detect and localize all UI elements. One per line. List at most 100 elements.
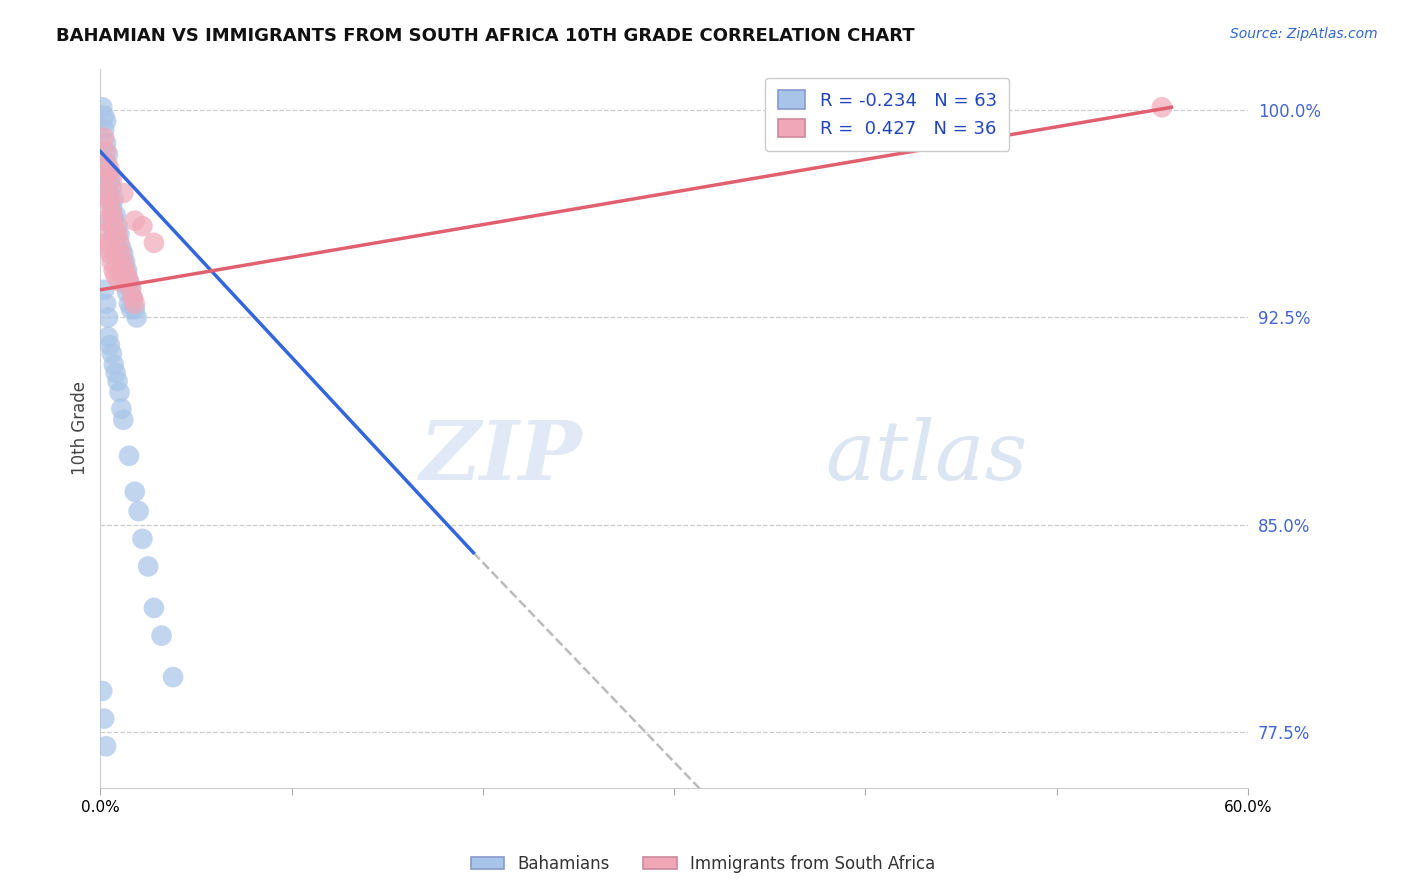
Point (131, 532, 153, 546)
Point (107, 241, 129, 255)
Point (124, 302, 146, 317)
Point (112, 247, 135, 261)
Point (120, 280, 142, 294)
Point (112, 255, 135, 269)
Point (104, 208, 127, 222)
Legend: Bahamians, Immigrants from South Africa: Bahamians, Immigrants from South Africa (464, 848, 942, 880)
Point (108, 227, 131, 242)
Point (124, 484, 146, 499)
Point (94, 114, 117, 128)
Point (104, 222, 127, 236)
Point (98, 213, 121, 227)
Point (103, 213, 125, 227)
Point (101, 172, 124, 186)
Point (118, 296, 141, 310)
Point (93, 109, 115, 123)
Point (104, 268, 127, 283)
Point (124, 213, 146, 227)
Legend: R = -0.234   N = 63, R =  0.427   N = 36: R = -0.234 N = 63, R = 0.427 N = 36 (765, 78, 1010, 151)
Point (107, 374, 129, 388)
Point (131, 219, 153, 234)
Point (114, 263, 136, 277)
Point (101, 219, 124, 234)
Point (101, 346, 124, 360)
Point (108, 275, 131, 289)
Point (97, 310, 120, 325)
Point (110, 241, 132, 255)
Point (118, 275, 141, 289)
Point (101, 200, 124, 214)
Point (110, 401, 132, 416)
Point (162, 670, 184, 684)
Point (97, 147, 120, 161)
Point (94, 296, 117, 310)
Point (118, 449, 141, 463)
Point (94, 145, 117, 159)
Point (103, 211, 125, 225)
Point (125, 310, 148, 325)
Point (107, 219, 129, 234)
Point (120, 302, 142, 317)
Point (94, 136, 117, 151)
Point (103, 192, 125, 206)
Point (94, 186, 117, 200)
Point (103, 358, 125, 372)
Point (1150, 100, 1173, 114)
Point (104, 247, 127, 261)
Point (98, 247, 121, 261)
Point (93, 283, 115, 297)
Point (136, 559, 159, 574)
Point (108, 385, 131, 400)
Point (97, 167, 120, 181)
Point (114, 255, 136, 269)
Point (93, 712, 115, 726)
Y-axis label: 10th Grade: 10th Grade (72, 381, 89, 475)
Point (97, 330, 120, 344)
Point (98, 172, 121, 186)
Point (93, 122, 115, 136)
Text: Source: ZipAtlas.com: Source: ZipAtlas.com (1230, 27, 1378, 41)
Text: BAHAMIAN VS IMMIGRANTS FROM SOUTH AFRICA 10TH GRADE CORRELATION CHART: BAHAMIAN VS IMMIGRANTS FROM SOUTH AFRICA… (56, 27, 915, 45)
Point (128, 504, 150, 518)
Point (142, 601, 165, 615)
Text: atlas: atlas (825, 417, 1028, 497)
Point (97, 192, 120, 206)
Point (142, 235, 165, 250)
Point (118, 275, 141, 289)
Point (114, 277, 136, 292)
Point (94, 155, 117, 169)
Point (110, 263, 132, 277)
Point (150, 629, 173, 643)
Point (98, 338, 121, 352)
Point (112, 186, 135, 200)
Point (98, 164, 121, 178)
Point (110, 247, 132, 261)
Point (97, 158, 120, 172)
Point (115, 285, 138, 300)
Point (108, 235, 131, 250)
Point (122, 291, 145, 305)
Point (120, 283, 142, 297)
Point (93, 130, 115, 145)
Point (91, 684, 114, 698)
Point (124, 296, 146, 310)
Point (112, 268, 135, 283)
Point (98, 192, 121, 206)
Point (103, 230, 125, 244)
Point (97, 241, 120, 255)
Point (107, 227, 129, 242)
Text: ZIP: ZIP (420, 417, 582, 497)
Point (93, 227, 115, 242)
Point (115, 268, 138, 283)
Point (93, 172, 115, 186)
Point (104, 366, 127, 380)
Point (98, 197, 121, 211)
Point (101, 255, 124, 269)
Point (101, 205, 124, 219)
Point (97, 186, 120, 200)
Point (103, 263, 125, 277)
Point (91, 213, 114, 227)
Point (112, 413, 135, 427)
Point (108, 250, 131, 264)
Point (101, 180, 124, 194)
